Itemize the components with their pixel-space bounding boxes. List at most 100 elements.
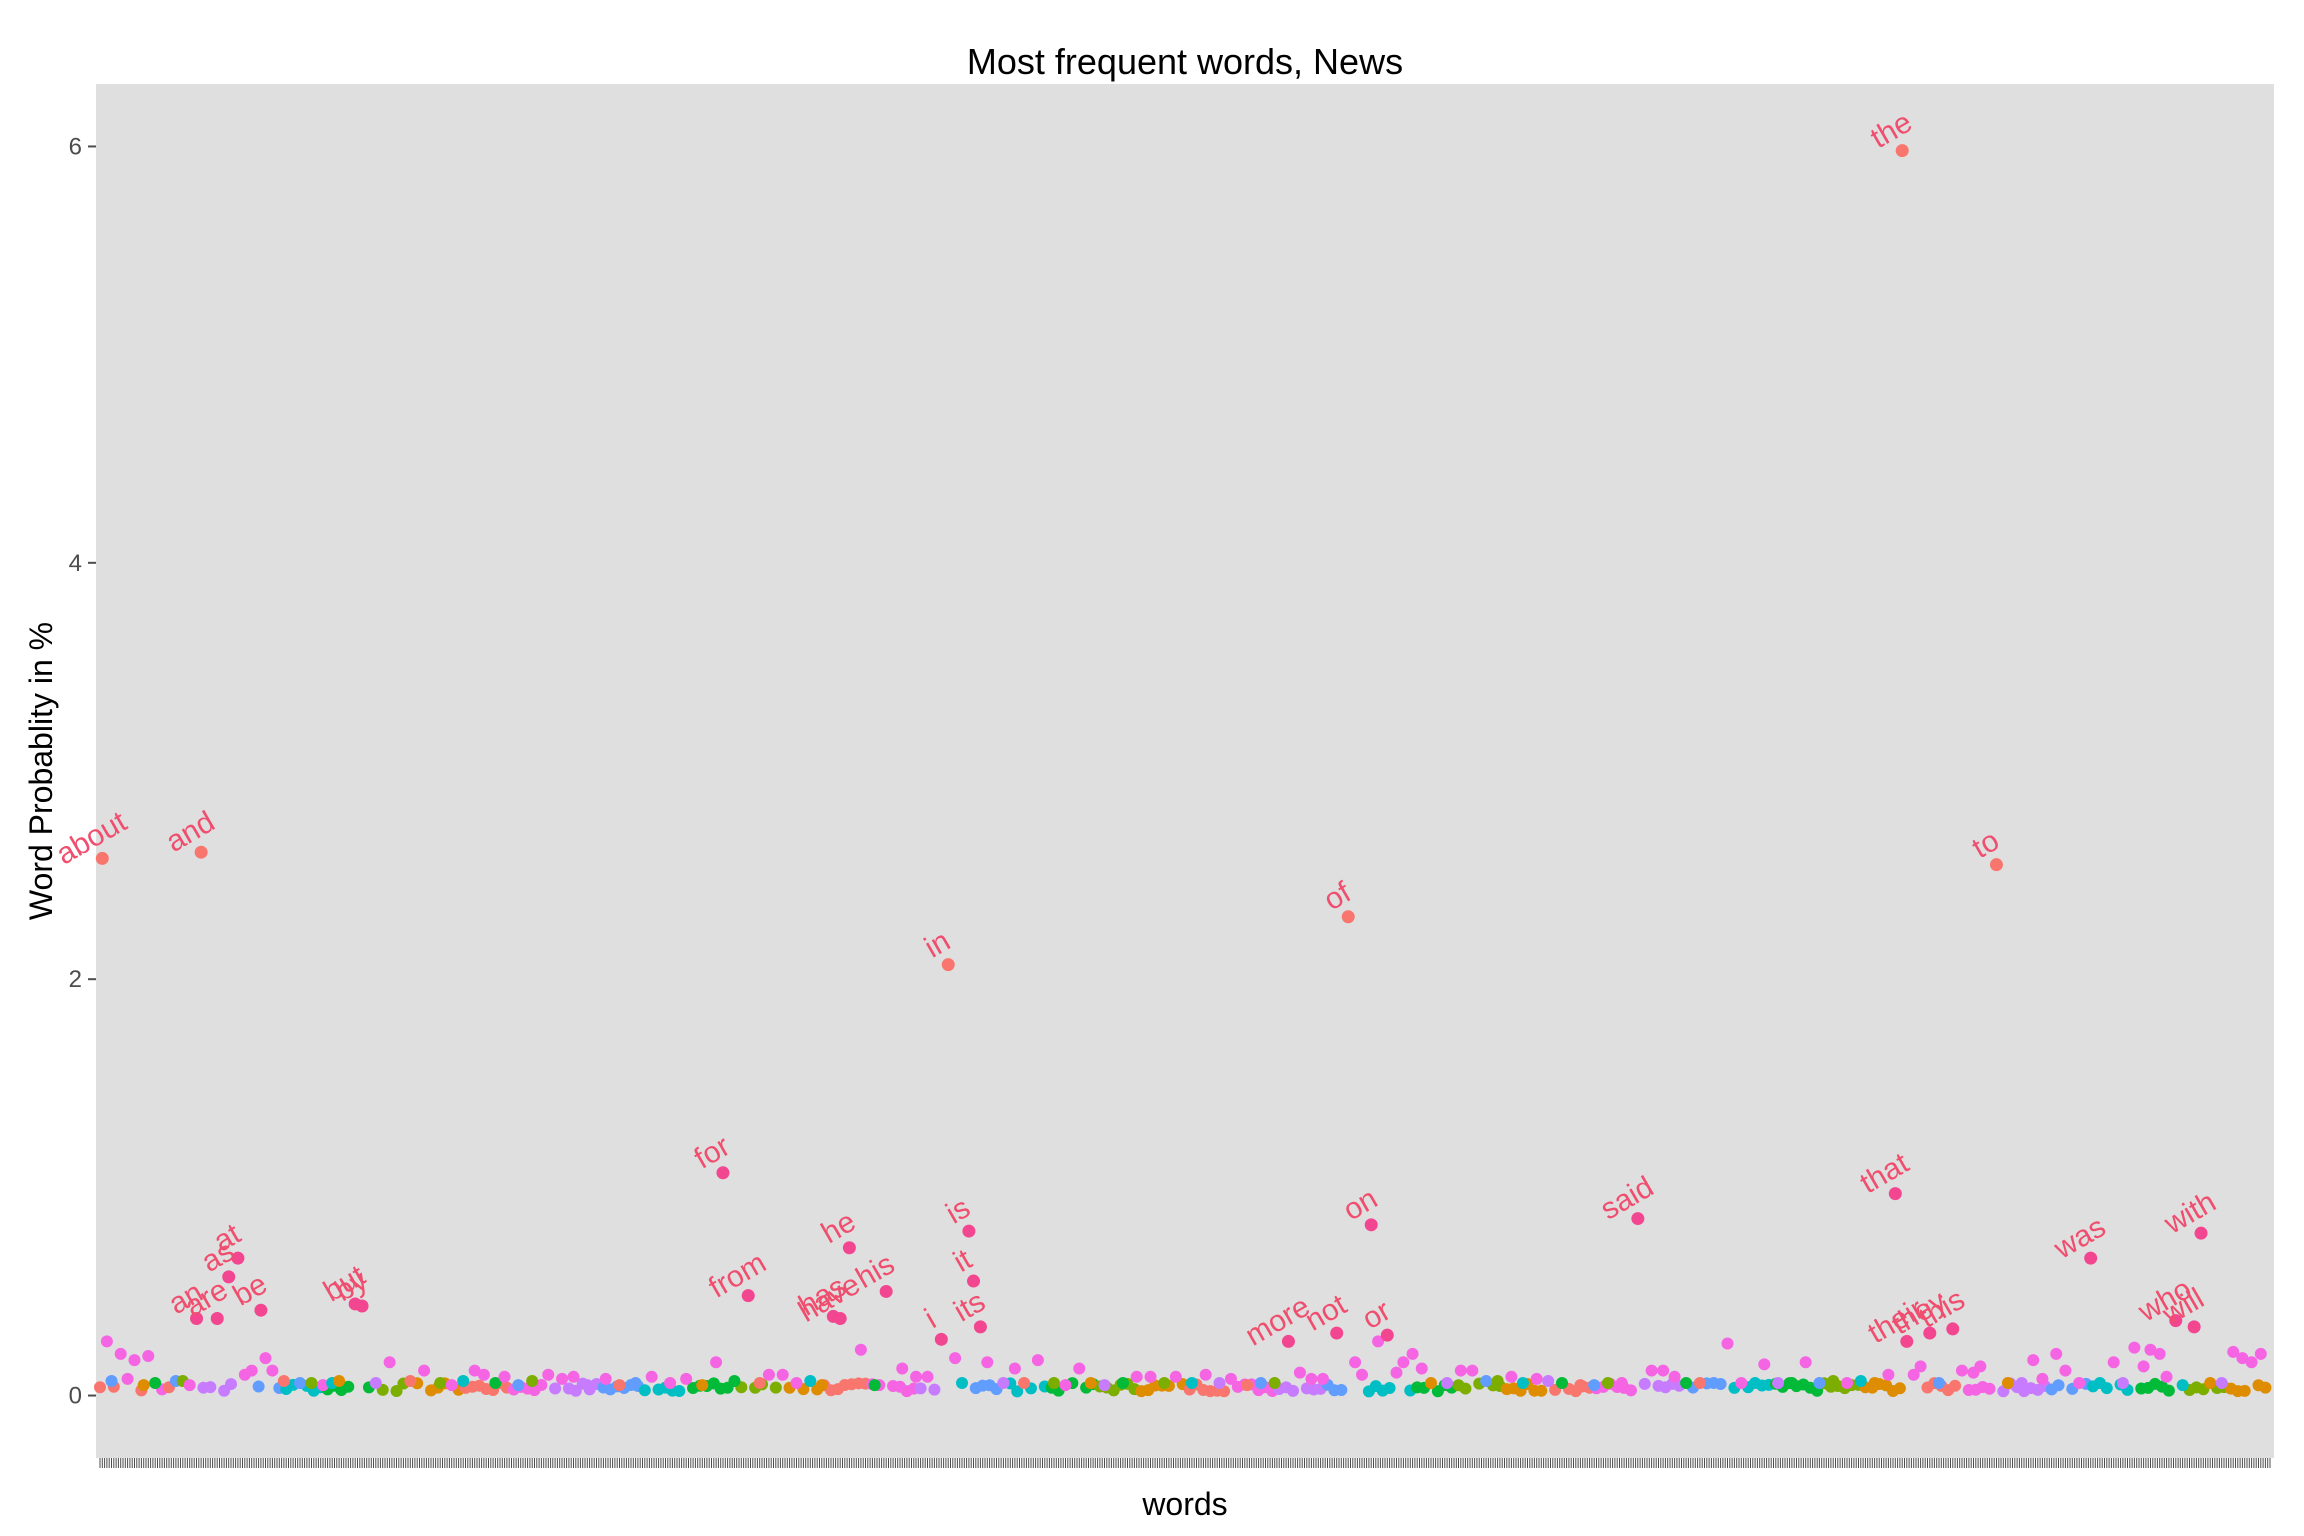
data-point xyxy=(2052,1379,2065,1392)
data-point xyxy=(1349,1356,1362,1369)
data-point xyxy=(638,1384,651,1397)
data-point-that xyxy=(1888,1187,1902,1201)
data-point xyxy=(549,1382,562,1395)
data-point xyxy=(1008,1362,1021,1375)
data-point xyxy=(498,1370,511,1383)
data-point xyxy=(868,1379,881,1392)
data-point xyxy=(1542,1374,1555,1387)
data-point-their xyxy=(1900,1334,1914,1348)
data-point xyxy=(535,1378,548,1391)
data-point xyxy=(114,1347,127,1360)
data-point xyxy=(896,1362,909,1375)
data-point xyxy=(1047,1377,1060,1390)
data-point xyxy=(914,1382,927,1395)
data-point xyxy=(1882,1368,1895,1381)
data-point xyxy=(2036,1372,2049,1385)
data-point xyxy=(1031,1354,1044,1367)
data-point xyxy=(1011,1385,1024,1398)
data-point-be xyxy=(254,1303,268,1317)
data-point xyxy=(1415,1362,1428,1375)
data-point-said xyxy=(1631,1212,1645,1226)
data-point xyxy=(277,1374,290,1387)
data-point xyxy=(2059,1364,2072,1377)
data-point xyxy=(1601,1377,1614,1390)
unlabeled-points xyxy=(100,1335,2267,1394)
data-point xyxy=(542,1368,555,1381)
data-point-on xyxy=(1364,1218,1378,1232)
data-point xyxy=(1454,1364,1467,1377)
data-point xyxy=(2137,1360,2150,1373)
data-point xyxy=(1441,1377,1454,1390)
data-point xyxy=(1841,1377,1854,1390)
data-point xyxy=(383,1356,396,1369)
data-point-this xyxy=(1946,1322,1960,1336)
data-point xyxy=(728,1374,741,1387)
data-point xyxy=(599,1372,612,1385)
data-point xyxy=(769,1381,782,1394)
data-point xyxy=(526,1374,539,1387)
data-point-by xyxy=(355,1299,369,1313)
data-point xyxy=(1693,1377,1706,1390)
data-point xyxy=(956,1377,969,1390)
y-tick-label: 6 xyxy=(69,133,82,160)
data-point xyxy=(1735,1377,1748,1390)
data-point xyxy=(333,1374,346,1387)
data-point xyxy=(1932,1377,1945,1390)
data-point xyxy=(1707,1377,1720,1390)
data-point xyxy=(2160,1370,2173,1383)
data-point xyxy=(342,1380,355,1393)
data-point xyxy=(1335,1384,1348,1397)
data-point xyxy=(928,1383,941,1396)
data-point xyxy=(710,1356,723,1369)
data-point xyxy=(921,1370,934,1383)
data-point xyxy=(305,1377,318,1390)
data-point xyxy=(1721,1337,1734,1350)
data-point xyxy=(1199,1368,1212,1381)
data-point-not xyxy=(1330,1326,1344,1340)
chart-title: Most frequent words, News xyxy=(967,41,1403,82)
data-point xyxy=(404,1374,417,1387)
data-point xyxy=(645,1370,658,1383)
data-point xyxy=(1555,1377,1568,1390)
data-point xyxy=(489,1377,502,1390)
data-point xyxy=(128,1354,141,1367)
data-point xyxy=(1356,1368,1369,1381)
data-point xyxy=(512,1379,525,1392)
data-point-are xyxy=(210,1312,224,1326)
data-point xyxy=(2015,1377,2028,1390)
data-point xyxy=(1893,1382,1906,1395)
data-point xyxy=(1974,1360,1987,1373)
data-point xyxy=(1868,1377,1881,1390)
data-point xyxy=(1466,1364,1479,1377)
data-point-have xyxy=(833,1312,847,1326)
data-point-is xyxy=(962,1224,976,1238)
data-point xyxy=(1130,1370,1143,1383)
data-point xyxy=(753,1377,766,1390)
data-point-the xyxy=(1895,144,1909,158)
data-point xyxy=(2153,1347,2166,1360)
data-point xyxy=(1907,1368,1920,1381)
data-point xyxy=(1305,1372,1318,1385)
data-point xyxy=(1574,1379,1587,1392)
data-point-more xyxy=(1281,1334,1295,1348)
data-point xyxy=(1084,1377,1097,1390)
data-point xyxy=(804,1374,817,1387)
data-point-about xyxy=(95,851,109,865)
data-point xyxy=(1059,1379,1072,1392)
data-point-was xyxy=(2084,1251,2098,1265)
data-point xyxy=(183,1379,196,1392)
data-point-its xyxy=(973,1320,987,1334)
data-point xyxy=(1073,1362,1086,1375)
data-point xyxy=(1116,1377,1129,1390)
data-point xyxy=(1185,1377,1198,1390)
data-point xyxy=(2027,1354,2040,1367)
data-point xyxy=(1390,1366,1403,1379)
data-point xyxy=(468,1364,481,1377)
data-point xyxy=(1254,1377,1267,1390)
data-point xyxy=(1241,1379,1254,1392)
data-point xyxy=(949,1352,962,1365)
data-point-from xyxy=(741,1289,755,1303)
data-point xyxy=(854,1343,867,1356)
x-axis-title: words xyxy=(1141,1486,1227,1522)
data-point xyxy=(1293,1366,1306,1379)
